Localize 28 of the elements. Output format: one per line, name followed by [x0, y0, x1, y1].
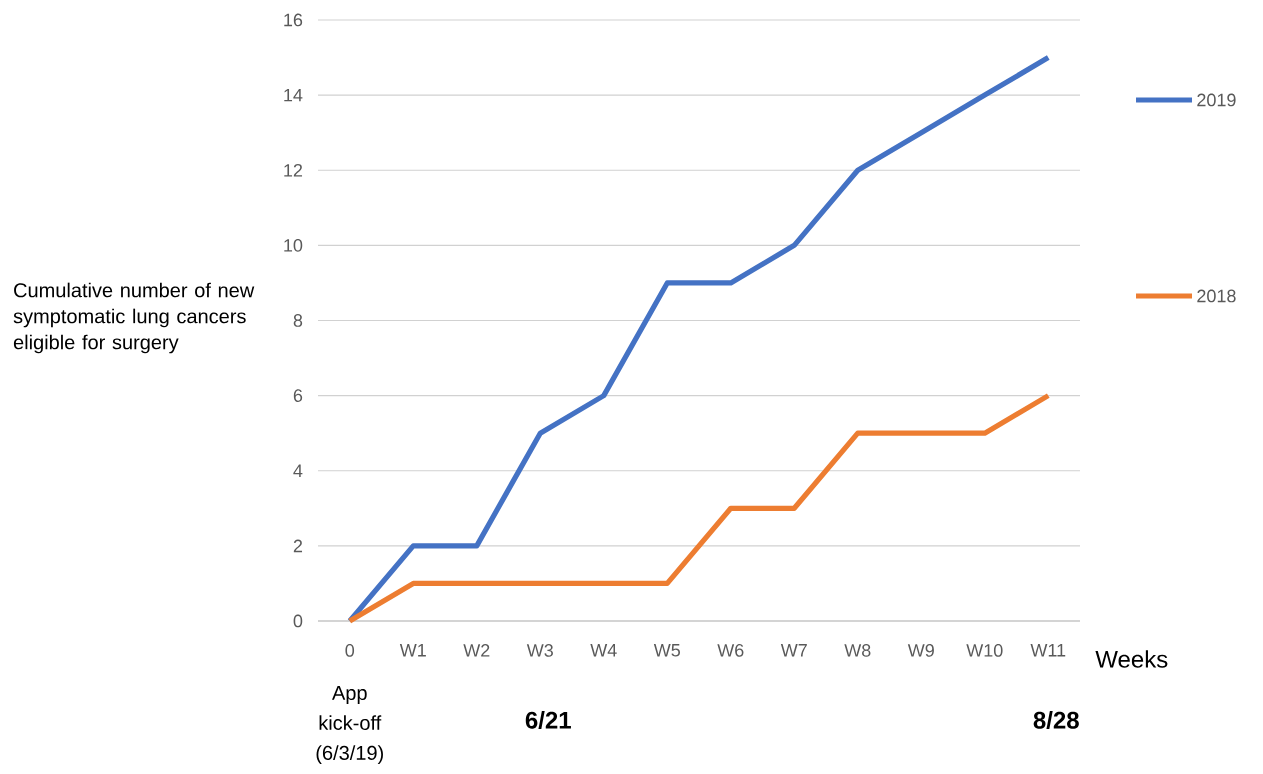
y-tick-label: 16 [284, 13, 303, 27]
y-tick-label: 12 [284, 163, 303, 177]
text: 8/28 [1033, 711, 1079, 729]
x-tick-label: W10 [966, 644, 1003, 657]
x-tick-label: W1 [399, 644, 426, 657]
legend-label: 2019 [1197, 93, 1236, 107]
legend-label: 2018 [1197, 289, 1236, 303]
y-tick-label: 4 [293, 464, 303, 477]
y-axis-title: Cumulative number of new symptomatic lung cancers eligible for surgery [13, 282, 255, 354]
text: App kick-off (6/3/19) [316, 686, 383, 764]
x-tick-label: 0 [345, 644, 355, 657]
x-tick-label: W7 [780, 644, 807, 657]
y-tick-label: 10 [284, 238, 303, 252]
y-tick-label: 6 [293, 389, 303, 402]
x-tick-label: W2 [463, 644, 490, 657]
text: 6/21 [525, 711, 571, 729]
x-tick-label: W11 [1030, 644, 1066, 657]
x-tick-label: W8 [844, 644, 871, 657]
x-tick-label: W9 [907, 644, 934, 657]
x-tick-label: W6 [717, 644, 744, 657]
y-tick-label: 8 [293, 314, 303, 327]
y-tick-label: 2 [293, 539, 303, 553]
x-tick-label: W3 [526, 644, 553, 657]
x-tick-label: W4 [590, 644, 617, 657]
y-tick-label: 0 [293, 614, 303, 628]
x-tick-label: W5 [653, 644, 680, 657]
y-tick-label: 14 [284, 88, 303, 102]
x-axis-title: Weeks [1095, 650, 1168, 668]
